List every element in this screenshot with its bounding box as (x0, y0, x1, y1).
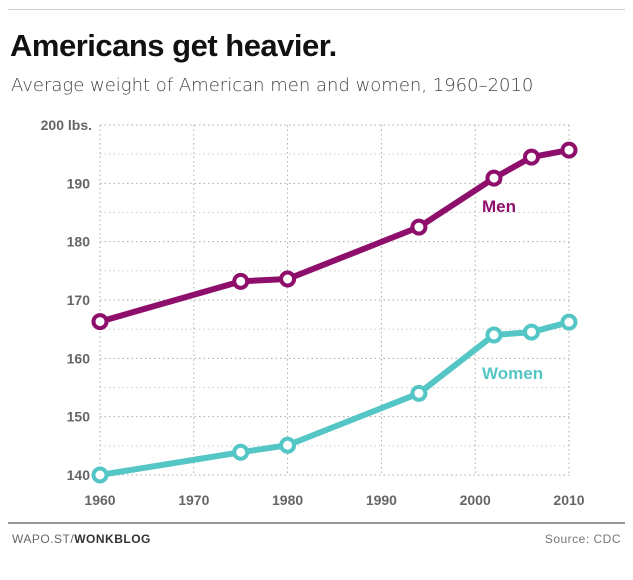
data-point (279, 436, 297, 454)
chart-subtitle: Average weight of American men and women… (11, 75, 534, 96)
data-point (410, 384, 428, 402)
y-tick-label: 200 lbs. (41, 117, 92, 133)
data-point (560, 313, 578, 331)
top-rule (8, 9, 625, 10)
data-point (485, 169, 503, 187)
data-point (232, 443, 250, 461)
series-label: Men (482, 197, 516, 216)
data-point (410, 218, 428, 236)
data-point (91, 466, 109, 484)
x-tick-label: 1980 (272, 492, 303, 508)
data-point (522, 323, 540, 341)
series-line-women (99, 319, 570, 478)
footer-site: WAPO.ST/ (12, 532, 75, 546)
footer-credit: WAPO.ST/WONKBLOG (12, 532, 151, 546)
x-tick-label: 1970 (178, 492, 209, 508)
data-point (485, 326, 503, 344)
y-tick-label: 140 (67, 467, 91, 483)
x-tick-label: 1960 (84, 492, 115, 508)
data-point (560, 141, 578, 159)
footer-source: Source: CDC (544, 532, 621, 546)
y-tick-label: 180 (67, 234, 91, 250)
chart-title: Americans get heavier. (10, 28, 337, 63)
data-point (91, 313, 109, 331)
y-tick-label: 190 (67, 175, 91, 191)
data-point (279, 270, 297, 288)
x-tick-label: 1990 (366, 492, 397, 508)
data-point (232, 272, 250, 290)
y-tick-label: 150 (67, 409, 91, 425)
footer-rule (8, 522, 625, 524)
footer-blog: WONKBLOG (74, 532, 151, 546)
x-tick-label: 2010 (553, 492, 584, 508)
y-tick-label: 170 (67, 292, 91, 308)
data-point (522, 148, 540, 166)
y-tick-label: 160 (67, 350, 91, 366)
series-label: Women (482, 364, 543, 383)
x-tick-label: 2000 (460, 492, 491, 508)
